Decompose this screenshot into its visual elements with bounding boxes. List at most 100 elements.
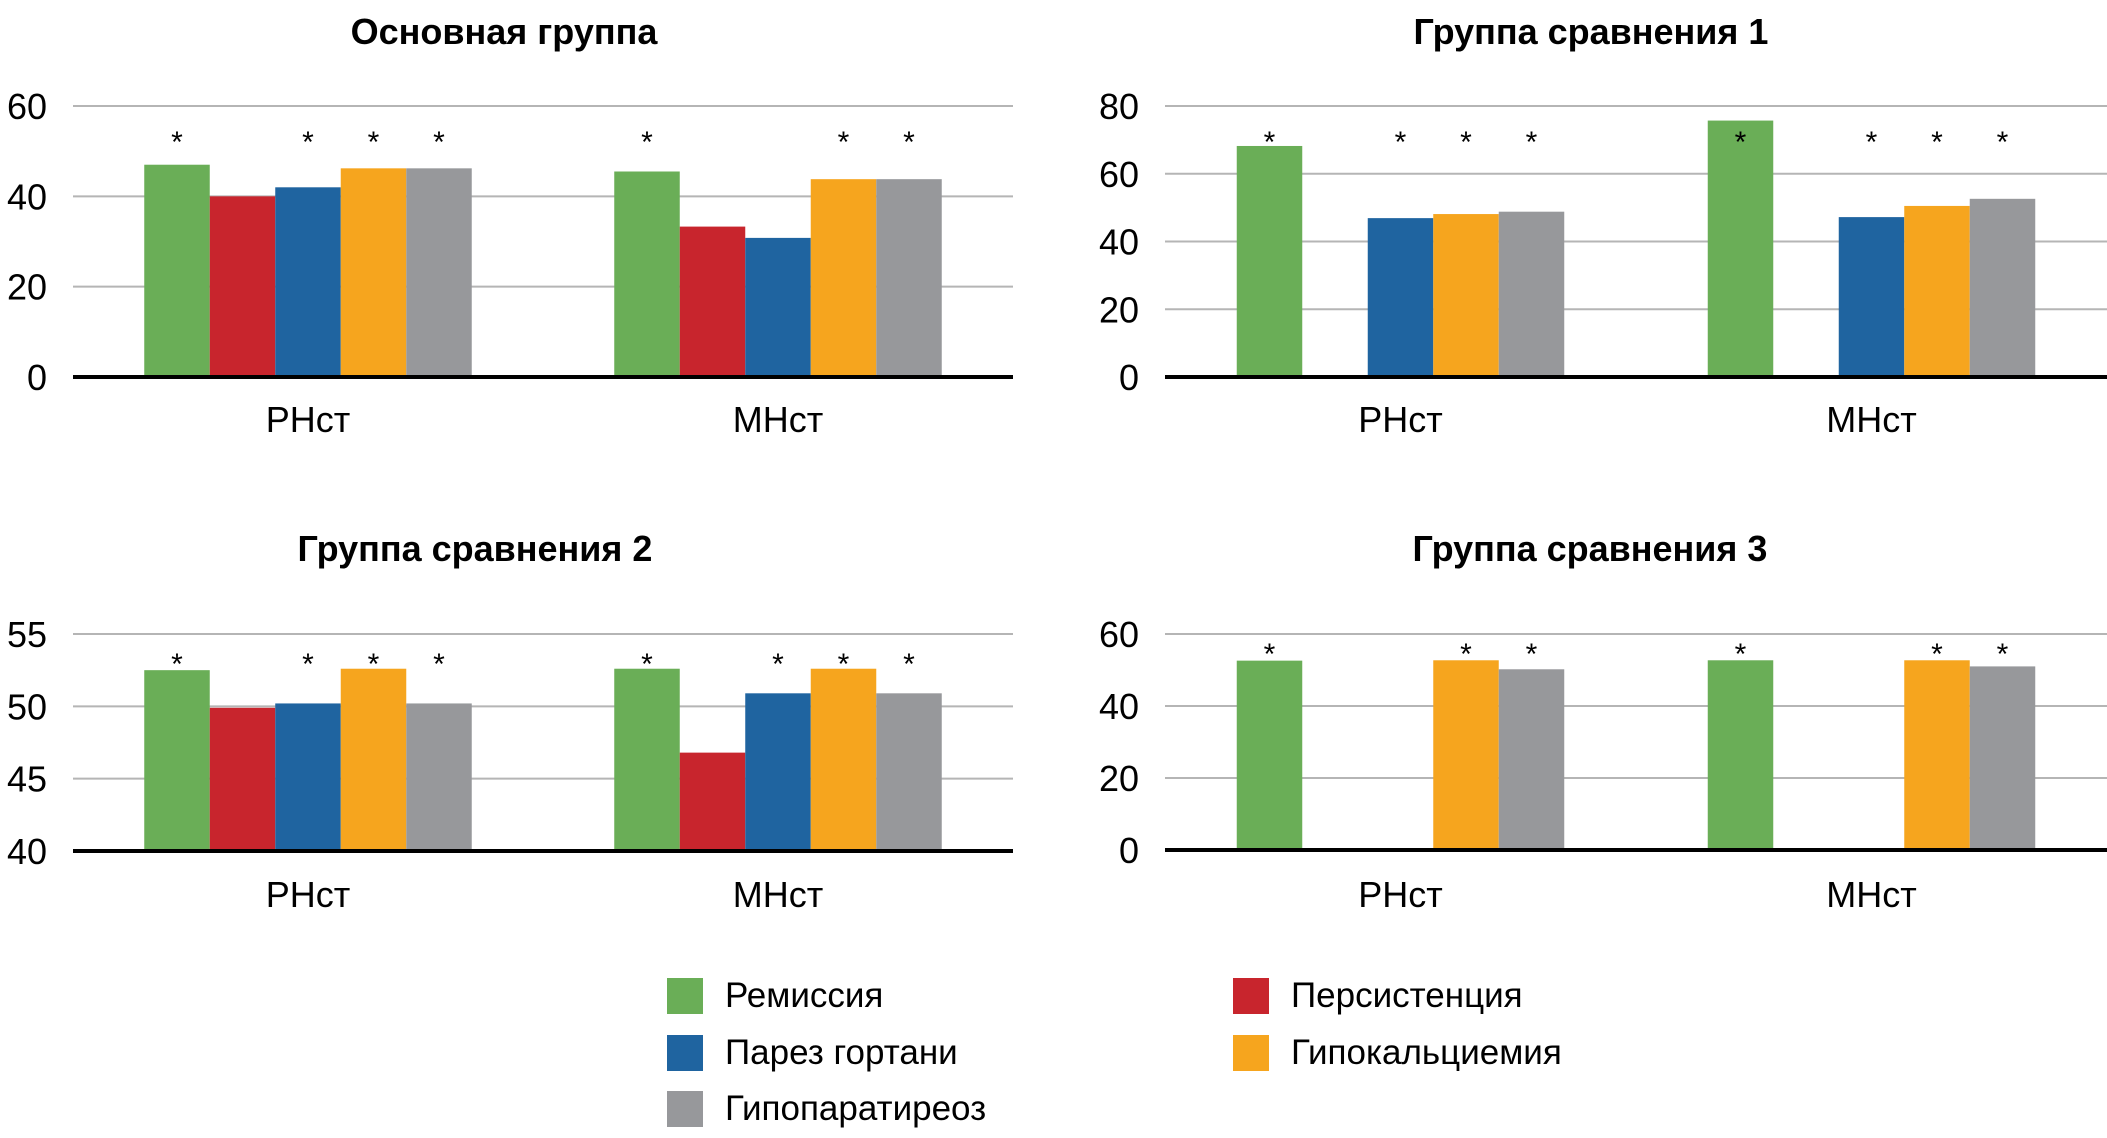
bar (614, 668, 680, 851)
bar (745, 237, 811, 377)
significance-star: * (772, 648, 784, 681)
bar (144, 164, 210, 377)
bar (1498, 669, 1565, 850)
significance-star: * (171, 648, 183, 681)
x-category-label: РНст (266, 874, 351, 915)
significance-star: * (1460, 126, 1472, 159)
bar (876, 179, 942, 377)
y-tick-label: 20 (7, 267, 47, 308)
y-tick-label: 40 (1099, 686, 1139, 727)
bar (876, 693, 942, 851)
legend-item-hypoparathyroidism: Гипопаратиреоз (667, 1089, 986, 1129)
significance-star: * (903, 648, 915, 681)
chart-title: Основная группа (351, 11, 659, 52)
bar (810, 668, 877, 851)
y-tick-label: 60 (1099, 154, 1139, 195)
significance-star: * (302, 126, 314, 159)
significance-star: * (838, 648, 850, 681)
legend-item-persistence: Персистенция (1233, 976, 1523, 1016)
chart-title: Группа сравнения 3 (1413, 528, 1768, 569)
legend-swatch (667, 978, 703, 1014)
legend-item-hypocalcemia: Гипокальциемия (1233, 1033, 1562, 1073)
chart-title: Группа сравнения 2 (298, 528, 653, 569)
significance-star: * (1264, 126, 1276, 159)
bar (1838, 217, 1905, 377)
significance-star: * (368, 126, 380, 159)
bar (340, 668, 407, 851)
x-category-label: МНст (733, 874, 823, 915)
bar (1904, 660, 1970, 850)
x-category-label: МНст (1826, 399, 1916, 440)
significance-star: * (1866, 126, 1878, 159)
x-category-label: МНст (733, 399, 823, 440)
significance-star: * (903, 126, 915, 159)
significance-star: * (1264, 638, 1276, 671)
bar (340, 168, 407, 377)
bar (406, 703, 472, 851)
significance-star: * (1526, 638, 1538, 671)
significance-star: * (1735, 638, 1747, 671)
x-category-label: РНст (1358, 399, 1443, 440)
legend-label: Персистенция (1291, 976, 1523, 1015)
bar (614, 171, 680, 377)
legend-item-laryngeal-paresis: Парез гортани (667, 1033, 958, 1073)
bar (679, 752, 746, 851)
bar (1433, 214, 1499, 377)
x-category-label: РНст (266, 399, 351, 440)
significance-star: * (1526, 126, 1538, 159)
bar (810, 179, 877, 377)
y-tick-label: 0 (1119, 830, 1139, 871)
bar (209, 707, 276, 851)
y-tick-label: 40 (7, 831, 47, 872)
bar (1707, 120, 1774, 377)
legend-swatch (1233, 1035, 1269, 1071)
y-tick-label: 0 (1119, 357, 1139, 398)
significance-star: * (1997, 638, 2009, 671)
significance-star: * (171, 126, 183, 159)
bar (1707, 660, 1774, 850)
bar (1236, 660, 1303, 850)
y-tick-label: 20 (1099, 758, 1139, 799)
legend-label: Гипокальциемия (1291, 1033, 1562, 1072)
significance-star: * (641, 126, 653, 159)
legend-label: Ремиссия (725, 976, 884, 1015)
y-tick-label: 40 (7, 176, 47, 217)
bar (679, 226, 746, 377)
chart-main-group: Основная группа 0 20 40 60 * * * * РНст * * * МНст (7, 11, 1013, 440)
significance-star: * (1997, 126, 2009, 159)
bar (1236, 145, 1303, 377)
bar (1969, 198, 2036, 377)
bar (1367, 218, 1434, 377)
significance-star: * (1735, 126, 1747, 159)
legend-item-remission: Ремиссия (667, 976, 883, 1016)
bar (1433, 660, 1499, 850)
y-tick-label: 45 (7, 759, 47, 800)
bar (144, 670, 210, 851)
significance-star: * (838, 126, 850, 159)
y-tick-label: 60 (1099, 614, 1139, 655)
bar (209, 196, 276, 377)
significance-star: * (368, 648, 380, 681)
significance-star: * (1395, 126, 1407, 159)
chart-comparison-group-1: Группа сравнения 1 0 20 40 60 80 * * * * РНст * * * *… (1099, 11, 2107, 440)
y-tick-label: 80 (1099, 86, 1139, 127)
chart-title: Группа сравнения 1 (1414, 11, 1769, 52)
significance-star: * (641, 648, 653, 681)
legend-swatch (667, 1091, 703, 1127)
bar (1498, 211, 1565, 377)
chart-comparison-group-3: Группа сравнения 3 0 20 40 60 * * * РНст * * * МНст (1099, 528, 2107, 915)
significance-star: * (433, 126, 445, 159)
significance-star: * (433, 648, 445, 681)
bar (275, 187, 341, 377)
significance-star: * (302, 648, 314, 681)
significance-star: * (1931, 638, 1943, 671)
bar (275, 703, 341, 851)
x-category-label: МНст (1826, 874, 1916, 915)
y-tick-label: 55 (7, 614, 47, 655)
y-tick-label: 20 (1099, 289, 1139, 330)
y-tick-label: 50 (7, 686, 47, 727)
chart-comparison-group-2: Группа сравнения 2 40 45 50 55 * * * * РНст * * * * М… (7, 528, 1013, 915)
y-tick-label: 40 (1099, 222, 1139, 263)
